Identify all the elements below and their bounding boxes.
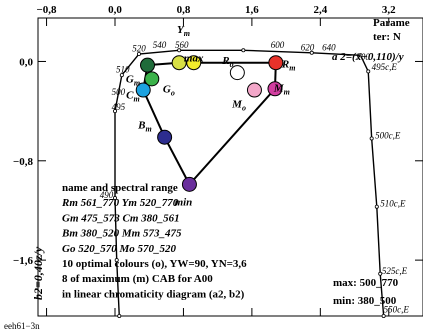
- locus-label: 500: [112, 87, 126, 97]
- locus-label: 495: [112, 102, 126, 112]
- colour-point-mo: [246, 82, 262, 98]
- x-tick-label: 0,0: [108, 4, 122, 16]
- right-label: 500c,E: [375, 130, 401, 140]
- spectral-locus: [113, 48, 386, 318]
- legend-line-2: Gm 475_573 Cm 380_561: [62, 212, 180, 224]
- legend-line-4: Go 520_570 Mo 570_520: [62, 243, 176, 255]
- colour-point-yo: [171, 55, 187, 71]
- min-label: min: 380_500: [333, 295, 397, 307]
- locus-label: 640: [322, 42, 336, 52]
- point-label: Mm: [273, 82, 290, 96]
- locus-dot: [114, 258, 119, 263]
- locus-label: 490: [100, 190, 114, 200]
- colour-point-cm: [135, 82, 151, 98]
- y-tick-label: −1,6: [13, 255, 34, 267]
- locus-dot: [113, 109, 118, 114]
- locus-dot: [378, 271, 383, 276]
- locus-dot: [369, 136, 374, 141]
- chart-labels: 520 540 560 600 620 640 700 510 500 495 490 495c,E 5…: [100, 24, 410, 314]
- locus-label: 510: [116, 65, 130, 75]
- colour-point-bm: [157, 129, 173, 145]
- legend-line-0: name and spectral range: [62, 182, 178, 194]
- locus-dot: [366, 69, 371, 74]
- point-label: Ro: [221, 55, 233, 69]
- right-label: 550c,E: [384, 304, 410, 314]
- param-line: a 2=(x−0,110)/y: [332, 51, 404, 63]
- colour-point-rm: [268, 55, 284, 71]
- colour-point-mm: [267, 81, 283, 97]
- legend-line-7: in linear chromaticity diagram (a2, b2): [62, 288, 245, 300]
- locus-dot: [241, 48, 246, 53]
- point-label: Go: [163, 84, 175, 98]
- legend-line-6: 8 of maximum (m) CAB for A00: [62, 273, 213, 285]
- point-label: Gm: [126, 74, 140, 88]
- legend-line-3: Bm 380_520 Mm 573_475: [61, 228, 182, 240]
- locus-dot: [309, 50, 314, 55]
- point-label: Bm: [137, 120, 152, 134]
- y-tick-label: 0,0: [19, 56, 33, 68]
- grid-ticks: −0,8 0,0 0,8 1,6 2,4 3,2 0,0 −0,8 −1,6: [13, 4, 423, 316]
- x-tick-label: −0,8: [37, 4, 58, 16]
- point-label: Cm: [126, 90, 140, 104]
- x-tick-label: 3,2: [382, 4, 396, 16]
- point-label: Ym: [177, 24, 190, 38]
- point-label: min: [175, 196, 193, 208]
- axis-title-right-1: Parame: [373, 17, 410, 29]
- locus-dot: [177, 48, 182, 53]
- right-label: 510c,E: [380, 199, 406, 209]
- locus-label: 700: [356, 52, 370, 62]
- footer-code: eeh61−3n: [4, 321, 40, 331]
- locus-dot: [117, 313, 122, 318]
- locus-label: 620: [301, 42, 315, 52]
- right-label: 525c,E: [382, 266, 408, 276]
- locus-label: 520: [132, 44, 146, 54]
- locus-dot: [113, 196, 118, 201]
- point-label: Mo: [231, 98, 246, 112]
- locus-dot: [358, 53, 363, 58]
- legend-line-5: 10 optimal colours (o), YW=90, YN=3,6: [62, 258, 247, 270]
- right-label: 495c,E: [372, 62, 398, 72]
- locus-dot: [381, 313, 386, 318]
- colour-point-ro: [229, 65, 245, 81]
- legend: name and spectral range Rm 561_770 Ym 520…: [61, 182, 247, 300]
- colour-points: [135, 55, 284, 192]
- colour-point-min: [181, 176, 197, 192]
- x-tick-label: 2,4: [313, 4, 327, 16]
- colour-point-gm: [140, 57, 156, 73]
- point-label: Rm: [281, 59, 296, 73]
- locus-dot: [136, 52, 141, 57]
- colour-point-ym: [186, 55, 202, 71]
- y-tick-label: −0,8: [13, 156, 34, 168]
- legend-line-1: Rm 561_770 Ym 520_770: [61, 197, 179, 209]
- locus-label: 600: [271, 40, 285, 50]
- locus-dot: [119, 73, 124, 78]
- locus-label: 560: [175, 40, 189, 50]
- y-axis-label: b2=0,40z/y: [31, 246, 45, 300]
- x-tick-label: 1,6: [245, 4, 259, 16]
- colour-point-go: [144, 71, 160, 87]
- x-tick-label: 0,8: [177, 4, 191, 16]
- plot-frame: [37, 17, 423, 317]
- locus-label: 540: [153, 40, 167, 50]
- max-label: max: 500_770: [333, 277, 399, 289]
- locus-dot: [374, 204, 379, 209]
- point-label: max: [184, 52, 204, 64]
- axis-title-right-2: ter: N: [373, 31, 401, 43]
